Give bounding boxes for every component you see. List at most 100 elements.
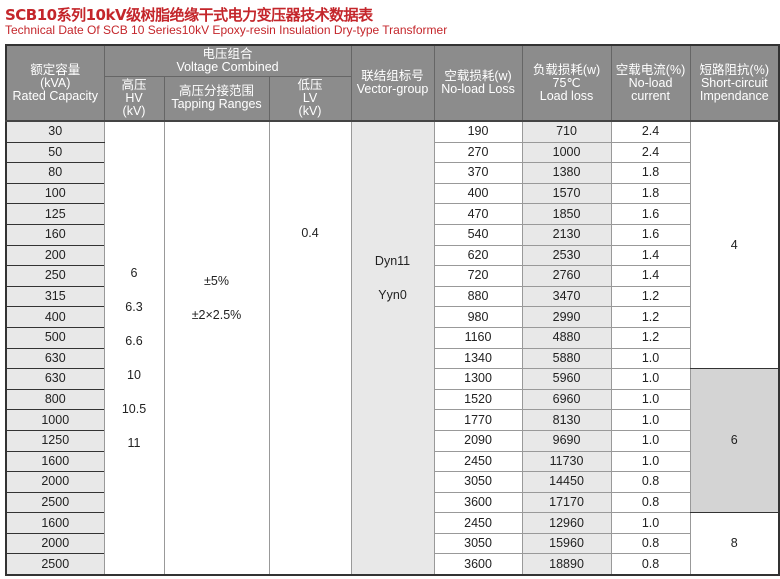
table-row: 630 1340 5880 1.0 <box>5 347 779 370</box>
table-row: 2000 3050 14450 0.8 <box>5 471 779 493</box>
hv-value: 6 <box>130 266 138 281</box>
hv-value: 11 <box>127 436 141 451</box>
table-row: 2500 3600 18890 0.8 <box>5 553 779 576</box>
noload-loss-cell: 880 <box>433 285 523 308</box>
header-impedance: 短路阻抗(%) Short-circuit Impendance <box>689 44 780 122</box>
spec-table: 额定容量 (kVA) Rated Capacity 电压组合 Voltage Comb… <box>5 44 780 577</box>
table-row: 800 1520 6960 1.0 <box>5 388 779 411</box>
noload-loss-cell: 540 <box>433 223 523 246</box>
header-line: 短路阻抗(%) <box>699 62 769 77</box>
hv-value: 10.5 <box>121 402 147 417</box>
header-line: 空载损耗(w) <box>444 69 512 83</box>
header-line: current <box>631 88 670 103</box>
noload-loss-cell: 190 <box>433 120 523 143</box>
capacity-cell: 1600 <box>5 450 105 473</box>
impedance-cell: 6 <box>689 368 780 514</box>
capacity-cell: 630 <box>5 347 105 370</box>
noload-loss-cell: 3050 <box>433 471 523 493</box>
capacity-cell: 2500 <box>5 553 105 576</box>
header-line: 高压分接范围 <box>178 84 254 99</box>
load-loss-cell: 11730 <box>521 450 612 473</box>
noload-current-cell: 2.4 <box>610 120 691 143</box>
header-line: 高压 <box>121 77 147 92</box>
capacity-cell: 2000 <box>5 532 105 555</box>
capacity-cell: 125 <box>5 203 105 225</box>
noload-current-cell: 2.4 <box>610 141 691 164</box>
load-loss-cell: 1570 <box>521 182 612 205</box>
load-loss-cell: 8130 <box>521 409 612 431</box>
header-line: 电压组合 <box>202 46 253 61</box>
load-loss-cell: 3470 <box>521 285 612 308</box>
noload-current-cell: 1.0 <box>610 450 691 473</box>
load-loss-cell: 1380 <box>521 162 612 184</box>
capacity-cell: 250 <box>5 265 105 287</box>
table-row: 1600 2450 11730 1.0 <box>5 450 779 473</box>
header-line: 额定容量 <box>30 62 81 77</box>
capacity-cell: 160 <box>5 223 105 246</box>
noload-loss-cell: 1160 <box>433 326 523 349</box>
noload-loss-cell: 2450 <box>433 512 523 534</box>
noload-loss-cell: 1770 <box>433 409 523 431</box>
capacity-cell: 100 <box>5 182 105 205</box>
vector-group-cell: Dyn11 Yyn0 <box>350 120 435 576</box>
header-line: 低压 <box>297 77 323 92</box>
tapping-cell: ±5% ±2×2.5% <box>163 120 270 576</box>
header-capacity: 额定容量 (kVA) Rated Capacity <box>5 44 105 122</box>
header-line: Short-circuit <box>700 75 768 90</box>
noload-current-cell: 1.8 <box>610 182 691 205</box>
capacity-cell: 200 <box>5 244 105 267</box>
page-subtitle: Technical Date Of SCB 10 Series10kV Epox… <box>5 23 448 37</box>
vector-value: Yyn0 <box>378 288 407 303</box>
header-line: 75℃ <box>552 75 581 90</box>
table-row: 500 1160 4880 1.2 <box>5 326 779 349</box>
capacity-cell: 315 <box>5 285 105 308</box>
table-row: 250 720 2760 1.4 <box>5 265 779 287</box>
table-row: 100 400 1570 1.8 <box>5 182 779 205</box>
noload-loss-cell: 720 <box>433 265 523 287</box>
header-tapping: 高压分接范围 Tapping Ranges <box>163 75 270 122</box>
noload-loss-cell: 2090 <box>433 429 523 452</box>
noload-current-cell: 0.8 <box>610 553 691 576</box>
noload-loss-cell: 980 <box>433 306 523 328</box>
load-loss-cell: 15960 <box>521 532 612 555</box>
noload-loss-cell: 1300 <box>433 368 523 390</box>
header-hv: 高压 HV (kV) <box>103 75 165 122</box>
noload-loss-cell: 1340 <box>433 347 523 370</box>
header-line: (kV) <box>122 103 146 118</box>
header-noload-loss: 空载损耗(w) No-load Loss <box>433 44 523 122</box>
capacity-cell: 800 <box>5 388 105 411</box>
noload-loss-cell: 400 <box>433 182 523 205</box>
tapping-value: ±5% <box>204 274 229 289</box>
header-line: Vector-group <box>356 82 429 96</box>
noload-loss-cell: 3600 <box>433 491 523 514</box>
load-loss-cell: 1850 <box>521 203 612 225</box>
noload-current-cell: 1.0 <box>610 409 691 431</box>
header-line: No-load Loss <box>441 82 515 96</box>
noload-current-cell: 0.8 <box>610 532 691 555</box>
header-vector-group: 联结组标号 Vector-group <box>350 44 435 122</box>
impedance-cell: 4 <box>689 120 780 370</box>
noload-current-cell: 1.2 <box>610 326 691 349</box>
table-row: 200 620 2530 1.4 <box>5 244 779 267</box>
noload-current-cell: 1.0 <box>610 388 691 411</box>
noload-loss-cell: 3600 <box>433 553 523 576</box>
capacity-cell: 80 <box>5 162 105 184</box>
noload-current-cell: 1.0 <box>610 347 691 370</box>
header-line: Voltage Combined <box>176 59 279 74</box>
load-loss-cell: 4880 <box>521 326 612 349</box>
header-line: No-load <box>628 75 673 90</box>
header-line: (kV) <box>298 103 322 118</box>
table-row: 1250 2090 9690 1.0 <box>5 429 779 452</box>
capacity-cell: 500 <box>5 326 105 349</box>
table-row: 50 270 1000 2.4 <box>5 141 779 164</box>
noload-current-cell: 0.8 <box>610 471 691 493</box>
load-loss-cell: 14450 <box>521 471 612 493</box>
noload-loss-cell: 270 <box>433 141 523 164</box>
table-row: 30 6 6.3 6.6 10 10.5 11 ±5% ±2×2.5% 0.4 Dyn11 Yyn0 1… <box>5 120 780 576</box>
header-line: HV <box>125 90 143 105</box>
noload-current-cell: 1.0 <box>610 512 691 534</box>
table-row: 1600 2450 12960 1.0 8 <box>5 512 780 576</box>
noload-current-cell: 1.2 <box>610 306 691 328</box>
noload-current-cell: 1.0 <box>610 429 691 452</box>
hv-value: 6.6 <box>125 334 143 349</box>
